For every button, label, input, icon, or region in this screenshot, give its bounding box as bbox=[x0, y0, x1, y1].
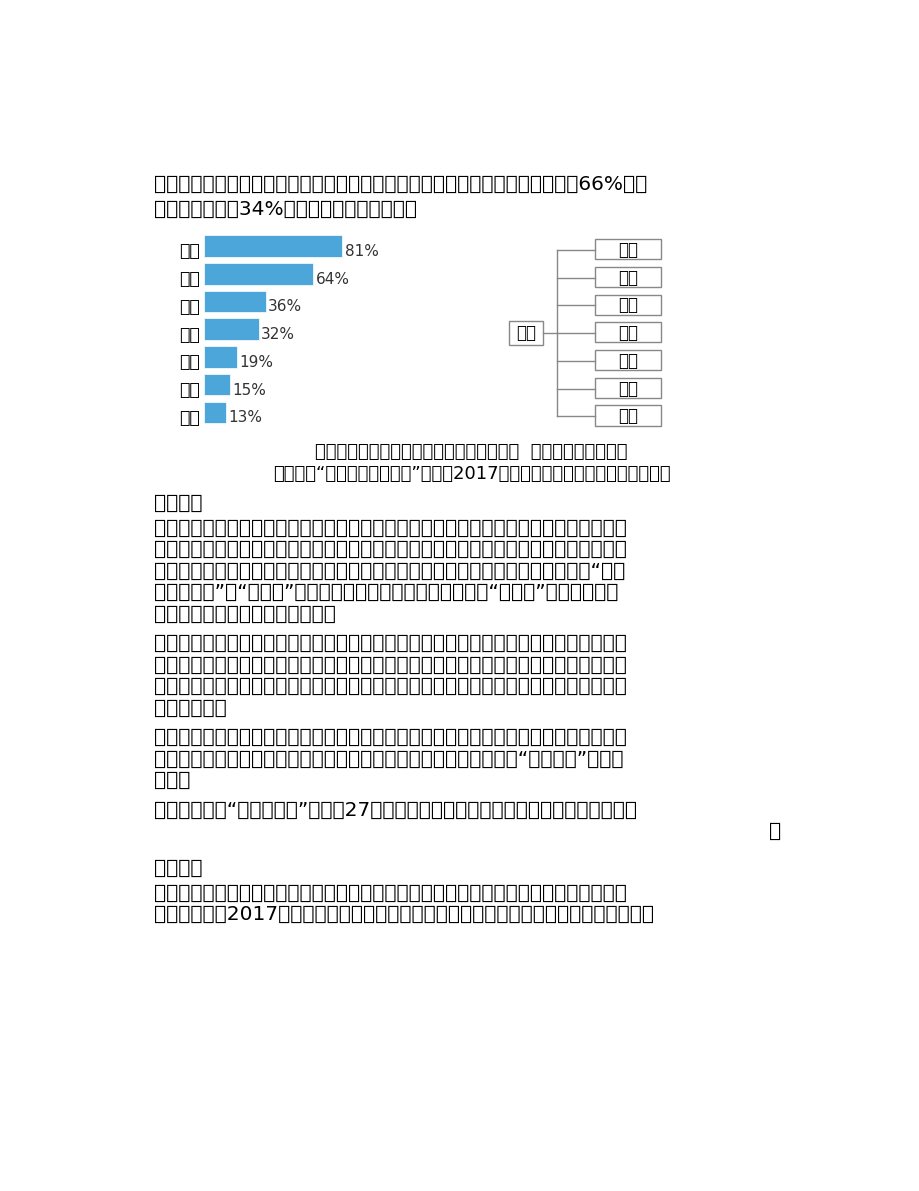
FancyBboxPatch shape bbox=[204, 263, 312, 285]
Text: 政治: 政治 bbox=[618, 407, 638, 425]
Text: 64%: 64% bbox=[315, 272, 349, 287]
Text: 管理与记录。: 管理与记录。 bbox=[153, 699, 226, 718]
Text: ）: ） bbox=[768, 822, 780, 841]
Text: 地理: 地理 bbox=[179, 381, 200, 399]
Text: 生物: 生物 bbox=[618, 324, 638, 342]
Text: 物理: 物理 bbox=[179, 243, 200, 261]
Text: 不只河南，全国多省份都明确将综合素质纳入到学生录取的重要参考因素。专家认为: 不只河南，全国多省份都明确将综合素质纳入到学生录取的重要参考因素。专家认为 bbox=[153, 728, 626, 747]
Text: 业，比现行高考34%的选择面，高出近一倍。: 业，比现行高考34%的选择面，高出近一倍。 bbox=[153, 200, 416, 219]
FancyBboxPatch shape bbox=[508, 320, 542, 345]
Text: 的专业；选择政治、历史、地理组合的考生，都是传统意义上的文科生，可选考66%的专: 的专业；选择政治、历史、地理组合的考生，都是传统意义上的文科生，可选考66%的专 bbox=[153, 175, 646, 194]
Text: 13%: 13% bbox=[228, 411, 262, 425]
Text: 技术: 技术 bbox=[179, 298, 200, 316]
Text: 各高校专业（类）提出选考科目要求的比例  各科目考生选考比例: 各高校专业（类）提出选考科目要求的比例 各科目考生选考比例 bbox=[315, 443, 627, 461]
FancyBboxPatch shape bbox=[595, 378, 661, 398]
Text: （摘编自“浙江省教育考试网”刊文《2017年浙江省高考选科组合报考统计》）: （摘编自“浙江省教育考试网”刊文《2017年浙江省高考选科组合报考统计》） bbox=[272, 464, 670, 482]
Text: （摘编自“中国新闻网”刊文《27省份高考改革方案出炉综合素质成录取重要参考》: （摘编自“中国新闻网”刊文《27省份高考改革方案出炉综合素质成录取重要参考》 bbox=[153, 800, 636, 819]
FancyBboxPatch shape bbox=[595, 239, 661, 260]
FancyBboxPatch shape bbox=[595, 405, 661, 425]
FancyBboxPatch shape bbox=[204, 347, 236, 368]
FancyBboxPatch shape bbox=[204, 236, 342, 257]
Text: 36%: 36% bbox=[267, 299, 301, 314]
Text: 32%: 32% bbox=[261, 328, 295, 342]
Text: 据、一参考”。“两依据”是指统一高考和学业水平考试成绩。“一参考”就是指把综合: 据、一参考”。“两依据”是指统一高考和学业水平考试成绩。“一参考”就是指把综合 bbox=[153, 584, 618, 603]
Text: 物理: 物理 bbox=[618, 241, 638, 258]
Text: 届学生毕业的2017年起，除特殊类型（自主招生、综合评价招生、定向招生等）提前录取: 届学生毕业的2017年起，除特殊类型（自主招生、综合评价招生、定向招生等）提前录… bbox=[153, 905, 653, 924]
FancyBboxPatch shape bbox=[595, 294, 661, 314]
Text: 政治: 政治 bbox=[179, 409, 200, 426]
Text: 品德、学业水平、身心健康、艺术素养、社会实践五大方面与教育部保持高度一致。但也: 品德、学业水平、身心健康、艺术素养、社会实践五大方面与教育部保持高度一致。但也 bbox=[153, 656, 626, 675]
Text: 考生: 考生 bbox=[516, 324, 535, 342]
Text: ，综合素质评价是促进学生德智体美全面发展、培养个性特长、扭转“唯分数论”的重要: ，综合素质评价是促进学生德智体美全面发展、培养个性特长、扭转“唯分数论”的重要 bbox=[153, 749, 622, 768]
Text: 高中学业水平考试成绩、参考综合素质评价的多元录取机制。改革后，学生在校成绩以及: 高中学业水平考试成绩、参考综合素质评价的多元录取机制。改革后，学生在校成绩以及 bbox=[153, 541, 626, 560]
FancyBboxPatch shape bbox=[595, 323, 661, 342]
FancyBboxPatch shape bbox=[204, 318, 258, 341]
Text: 素质评价作为招生录取参考条件。: 素质评价作为招生录取参考条件。 bbox=[153, 605, 335, 624]
FancyBboxPatch shape bbox=[204, 401, 226, 423]
Text: 化学: 化学 bbox=[179, 270, 200, 288]
Text: 19%: 19% bbox=[239, 355, 273, 370]
Text: 举措。: 举措。 bbox=[153, 772, 190, 791]
Text: 绝大多数省级行政区域均明确要逐步减少、合并乃至取消录取批次。浙江从新高考首: 绝大多数省级行政区域均明确要逐步减少、合并乃至取消录取批次。浙江从新高考首 bbox=[153, 884, 626, 903]
FancyBboxPatch shape bbox=[204, 291, 266, 312]
Text: 地理: 地理 bbox=[618, 380, 638, 398]
Text: 综合素质将成为重要的录取依据和参考。根据河南省高考方案，高考招生录取基于“两依: 综合素质将成为重要的录取依据和参考。根据河南省高考方案，高考招生录取基于“两依 bbox=[153, 562, 624, 581]
Text: 以河南为例，有专家指出，河南版的《综合素质评价实施办法》在评价内容上，思想: 以河南为例，有专家指出，河南版的《综合素质评价实施办法》在评价内容上，思想 bbox=[153, 634, 626, 653]
Text: 81%: 81% bbox=[345, 244, 378, 258]
FancyBboxPatch shape bbox=[595, 267, 661, 287]
Text: 历史: 历史 bbox=[618, 351, 638, 370]
Text: 生物: 生物 bbox=[179, 325, 200, 344]
FancyBboxPatch shape bbox=[204, 374, 230, 395]
Text: 有其特色，例如在思想品德方面，增加了违规违纪和有无违法情况的评价内容，便于学校: 有其特色，例如在思想品德方面，增加了违规违纪和有无违法情况的评价内容，便于学校 bbox=[153, 678, 626, 697]
Text: 国务院发布的《关于深化考试招生制度改革的实施意见》提出，探索基于统一高考和: 国务院发布的《关于深化考试招生制度改革的实施意见》提出，探索基于统一高考和 bbox=[153, 518, 626, 537]
Text: 材料四：: 材料四： bbox=[153, 859, 202, 878]
Text: 化学: 化学 bbox=[618, 269, 638, 287]
Text: 15%: 15% bbox=[232, 382, 266, 398]
Text: 历史: 历史 bbox=[179, 354, 200, 372]
Text: 材料三：: 材料三： bbox=[153, 494, 202, 513]
Text: 技术: 技术 bbox=[618, 297, 638, 314]
FancyBboxPatch shape bbox=[595, 350, 661, 370]
